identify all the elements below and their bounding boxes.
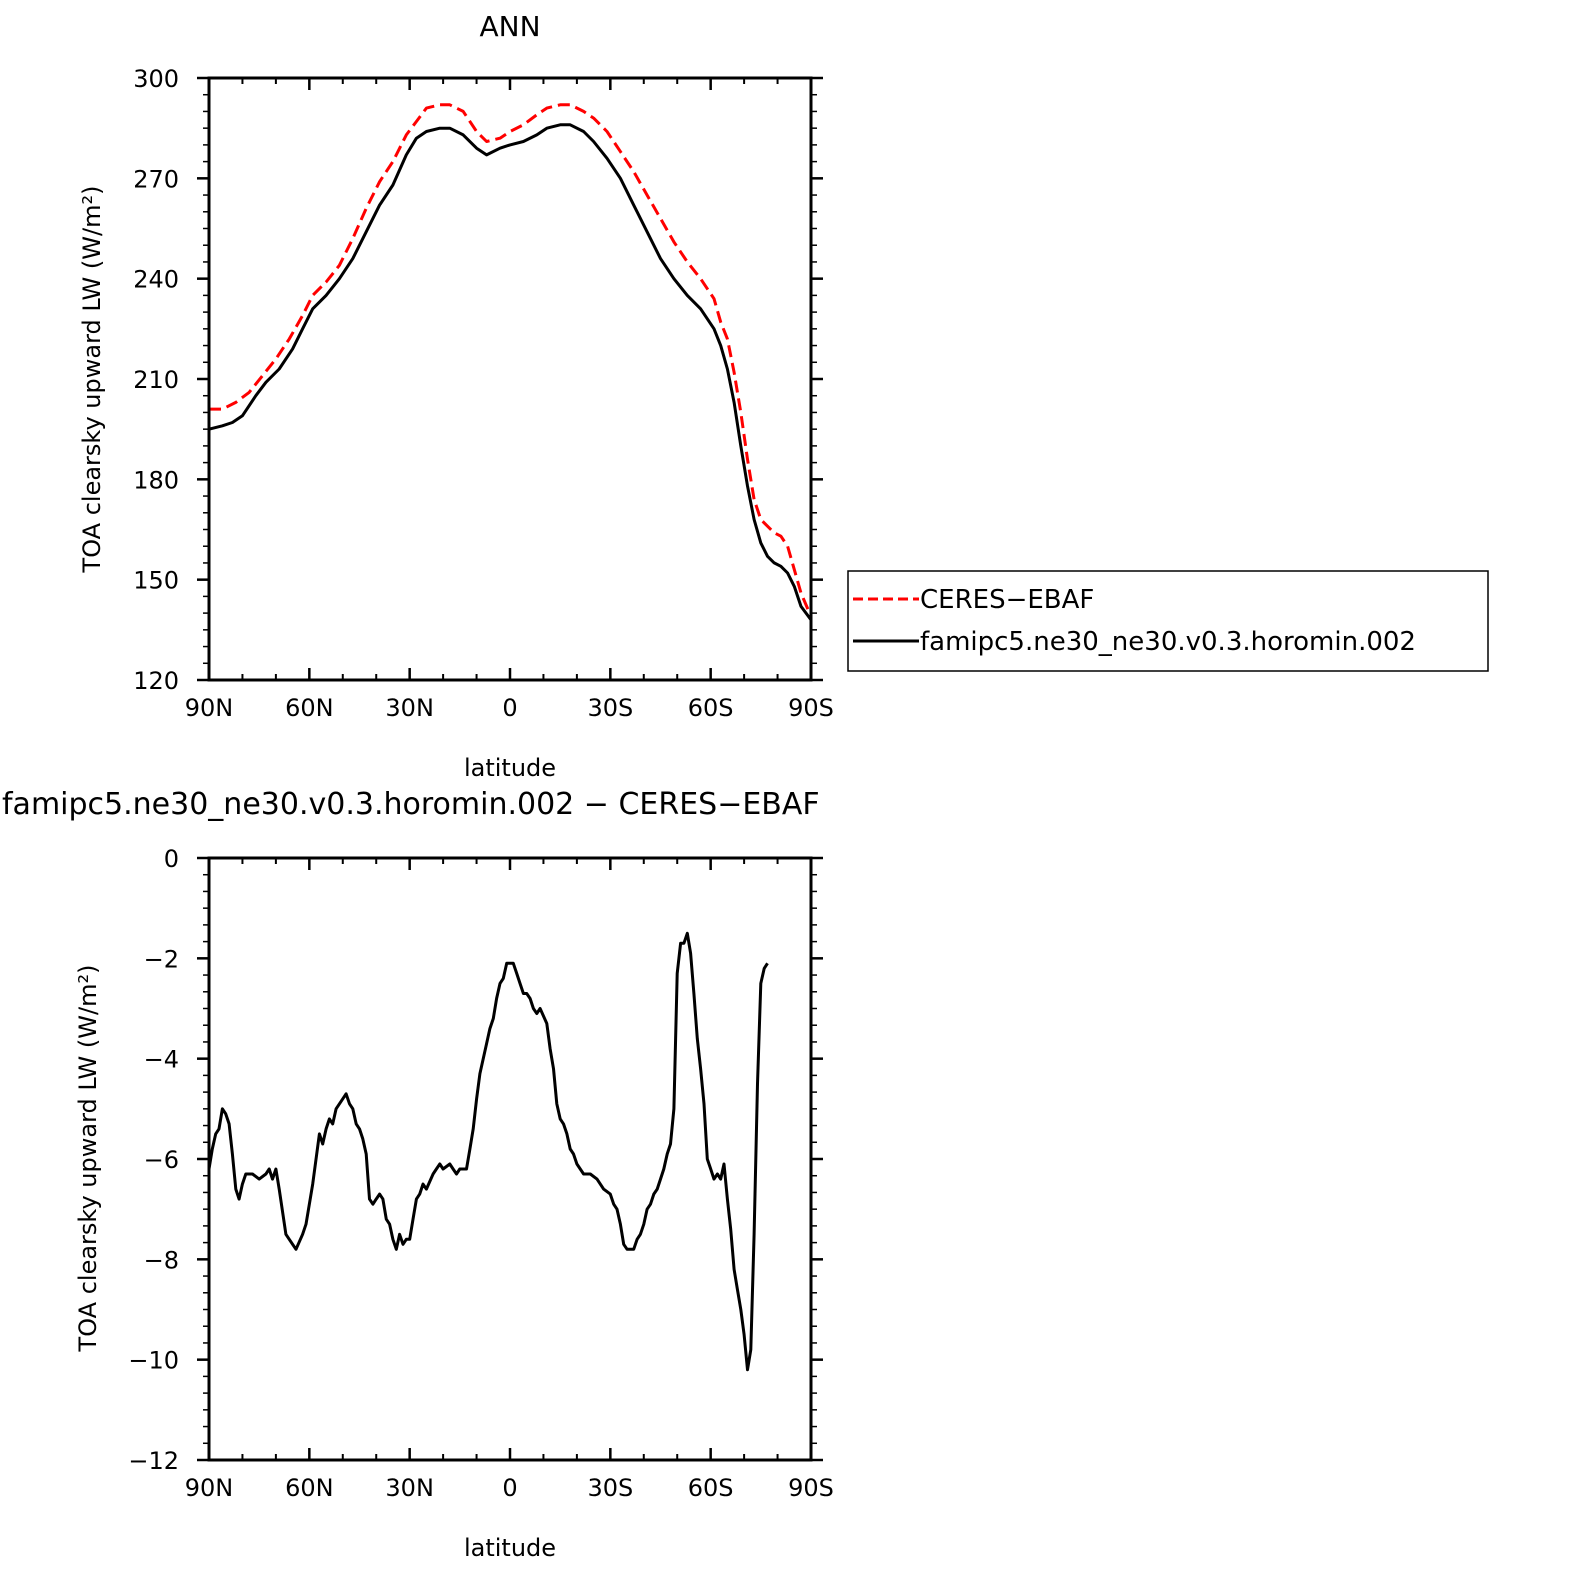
top-xtick-label: 60S xyxy=(688,694,734,722)
top-series-line-0 xyxy=(209,103,813,618)
bottom-ytick-label: −6 xyxy=(144,1146,179,1174)
bottom-ylabel: TOA clearsky upward LW (W/m²) xyxy=(74,965,102,1353)
legend-label-model: famipc5.ne30_ne30.v0.3.horomin.002 xyxy=(920,627,1416,657)
bottom-xtick-label: 30N xyxy=(385,1474,434,1502)
top-title: ANN xyxy=(479,10,540,43)
bottom-xtick-label: 0 xyxy=(502,1474,517,1502)
bottom-ytick-label: −10 xyxy=(128,1347,179,1375)
top-xtick-label: 90N xyxy=(185,694,234,722)
bottom-xtick-label: 60N xyxy=(285,1474,334,1502)
top-ytick-label: 120 xyxy=(133,667,179,695)
top-ytick-label: 240 xyxy=(133,266,179,294)
top-ytick-label: 150 xyxy=(133,567,179,595)
top-series-line-1 xyxy=(208,123,813,621)
top-xtick-label: 90S xyxy=(788,694,834,722)
legend-label-ceres: CERES−EBAF xyxy=(920,585,1094,615)
bottom-series-line-0 xyxy=(207,931,769,1372)
top-xtick-label: 30N xyxy=(385,694,434,722)
top-ytick-label: 210 xyxy=(133,366,179,394)
bottom-xtick-label: 90N xyxy=(185,1474,234,1502)
bottom-xtick-label: 60S xyxy=(688,1474,734,1502)
top-xtick-label: 30S xyxy=(587,694,633,722)
top-plot-frame xyxy=(207,76,813,682)
bottom-ytick-label: 0 xyxy=(164,845,179,873)
top-xlabel: latitude xyxy=(464,754,556,782)
bottom-plot-area: 90N 60N 30N 0 30S 60S 90S 0 −2 −4 −6 −8 −10 −12 xyxy=(128,845,834,1502)
bottom-panel: famipc5.ne30_ne30.v0.3.horomin.002 − CER… xyxy=(2,787,834,1562)
top-plot-area: 90N 60N 30N 0 30S 60S 90S 120 150 180 210 240 270 300 xyxy=(133,65,834,722)
bottom-xtick-label: 30S xyxy=(587,1474,633,1502)
top-ylabel: TOA clearsky upward LW (W/m²) xyxy=(78,186,106,574)
bottom-ytick-label: −4 xyxy=(144,1046,179,1074)
legend: CERES−EBAF famipc5.ne30_ne30.v0.3.horomi… xyxy=(847,570,1489,672)
bottom-xtick-label: 90S xyxy=(788,1474,834,1502)
top-ytick-label: 300 xyxy=(133,65,179,93)
top-xtick-label: 0 xyxy=(502,694,517,722)
bottom-ytick-label: −2 xyxy=(144,945,179,973)
bottom-xlabel: latitude xyxy=(464,1534,556,1562)
legend-frame xyxy=(847,570,1489,672)
top-ytick-label: 180 xyxy=(133,466,179,494)
top-panel: ANN 90N 60N 30N 0 30S 60S 90S 120 150 180 210 240 27… xyxy=(78,10,834,782)
bottom-plot-frame xyxy=(207,856,813,1462)
top-ytick-label: 270 xyxy=(133,165,179,193)
top-xtick-label: 60N xyxy=(285,694,334,722)
bottom-ytick-label: −8 xyxy=(144,1246,179,1274)
bottom-ytick-label: −12 xyxy=(128,1447,179,1475)
bottom-title: famipc5.ne30_ne30.v0.3.horomin.002 − CER… xyxy=(2,787,820,822)
